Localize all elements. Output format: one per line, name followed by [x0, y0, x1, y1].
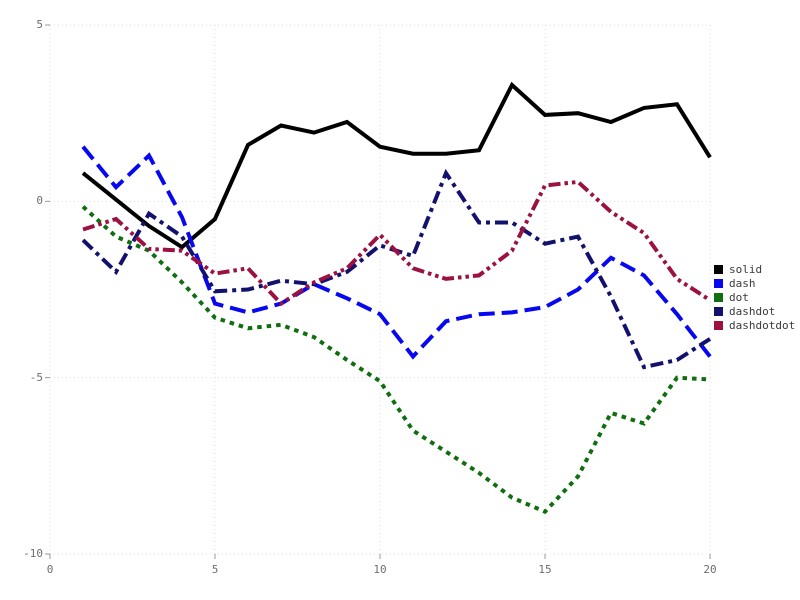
x-tick-label: 20: [703, 563, 717, 576]
legend: solid dash dot dashdot dashdotdot: [714, 262, 795, 332]
series-line-dashdotdot: [82, 179, 712, 307]
legend-item-solid: solid: [714, 262, 795, 276]
legend-label: dashdotdot: [729, 318, 796, 332]
series-line-dash: [81, 145, 712, 360]
legend-label: dot: [729, 290, 749, 304]
legend-swatch-solid: [714, 264, 723, 274]
legend-item-dash: dash: [714, 276, 795, 290]
x-tick-label: 5: [211, 563, 219, 576]
series-line-dot: [81, 205, 711, 515]
x-tick-label: 15: [538, 563, 552, 576]
x-tick-label: 10: [373, 563, 387, 576]
legend-item-dashdotdot: dashdotdot: [714, 318, 795, 332]
y-tick-label: 0: [36, 194, 43, 208]
y-tick-label: 5: [36, 18, 43, 31]
legend-label: dashdot: [729, 304, 776, 318]
legend-swatch-dash: [714, 278, 723, 288]
legend-label: solid: [729, 262, 763, 276]
y-tick-label: -5: [29, 370, 43, 384]
legend-label: dash: [729, 276, 756, 290]
y-tick-label: -10: [23, 547, 43, 560]
legend-item-dot: dot: [714, 290, 795, 304]
legend-swatch-dashdot: [714, 306, 723, 316]
x-tick-label: 0: [46, 563, 54, 576]
series-line-solid: [81, 81, 712, 250]
legend-item-dashdot: dashdot: [714, 304, 795, 318]
legend-swatch-dashdotdot: [714, 320, 723, 330]
legend-swatch-dot: [714, 292, 723, 302]
